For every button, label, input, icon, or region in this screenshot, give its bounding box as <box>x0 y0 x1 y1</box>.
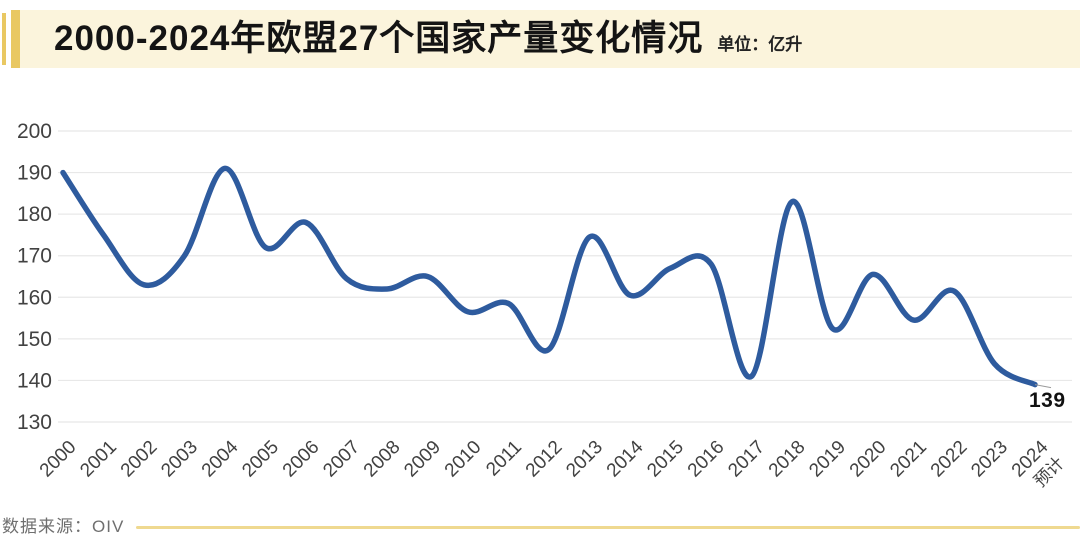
x-tick-label: 2006 <box>279 437 324 482</box>
production-line-series <box>60 165 1038 388</box>
x-tick-label: 2012 <box>522 437 567 482</box>
x-tick-label: 2000 <box>36 437 81 482</box>
y-tick-label: 200 <box>17 120 52 143</box>
page-title: 2000-2024年欧盟27个国家产量变化情况 <box>54 19 704 58</box>
page-header: 2000-2024年欧盟27个国家产量变化情况 单位：亿升 <box>20 10 1080 68</box>
x-tick-label: 2022 <box>927 437 972 482</box>
x-tick-label: 2013 <box>562 437 607 482</box>
y-tick-label: 180 <box>17 203 52 226</box>
x-tick-label: 2014 <box>603 436 648 481</box>
x-tick-label: 2010 <box>441 437 486 482</box>
x-tick-label: 2015 <box>643 437 688 482</box>
footer-divider-line <box>136 526 1080 529</box>
x-tick-label: 2017 <box>724 437 769 482</box>
y-tick-label: 160 <box>17 286 52 309</box>
footer-source: 数据来源：OIV <box>2 517 125 536</box>
x-tick-label: 2009 <box>400 437 445 482</box>
header-accent-thin-bar <box>2 13 6 65</box>
unit-label: 单位：亿升 <box>717 35 803 54</box>
y-tick-label: 130 <box>17 411 52 434</box>
x-tick-label: 2002 <box>117 437 162 482</box>
header-accent-thick-bar <box>11 10 20 68</box>
x-tick-label: 2018 <box>765 437 810 482</box>
x-tick-label: 2020 <box>846 437 891 482</box>
x-tick-label: 2001 <box>76 437 121 482</box>
y-tick-label: 140 <box>17 369 52 392</box>
y-tick-label: 170 <box>17 245 52 268</box>
end-point-tick <box>1034 384 1052 389</box>
x-tick-label: 2008 <box>360 437 405 482</box>
y-tick-label: 190 <box>17 162 52 185</box>
x-tick-label: 2016 <box>684 437 729 482</box>
y-tick-label: 150 <box>17 328 52 351</box>
x-tick-label: 2004 <box>198 436 243 481</box>
x-tick-label: 2019 <box>805 437 850 482</box>
x-tick-label: 2007 <box>319 437 364 482</box>
x-tick-label: 2003 <box>157 437 202 482</box>
x-tick-label: 2023 <box>967 437 1012 482</box>
x-tick-label: 2021 <box>886 437 931 482</box>
end-data-label: 139 <box>1029 389 1066 412</box>
x-tick-label: 2005 <box>238 437 283 482</box>
x-tick-label: 2011 <box>482 437 526 481</box>
